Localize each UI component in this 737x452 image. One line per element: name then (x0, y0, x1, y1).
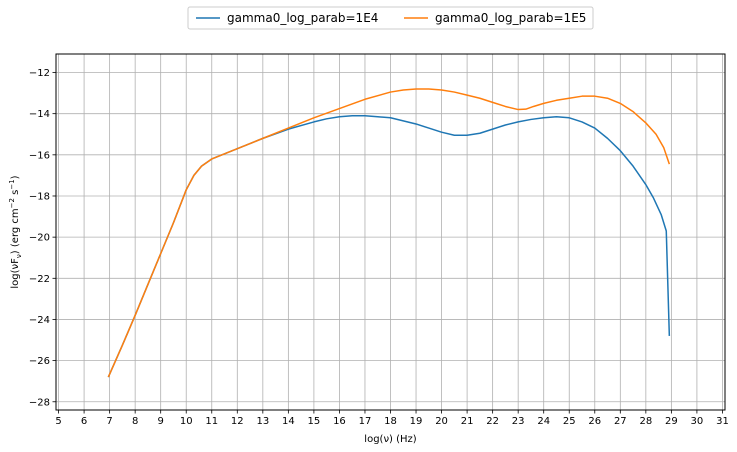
y-tick-label: −26 (29, 356, 50, 367)
x-tick-label: 21 (461, 416, 474, 427)
x-tick-label: 20 (435, 416, 448, 427)
x-tick-label: 25 (563, 416, 576, 427)
x-tick-label: 5 (55, 416, 61, 427)
y-tick-label: −12 (29, 68, 50, 79)
legend-label-1e5: gamma0_log_parab=1E5 (435, 11, 586, 25)
x-tick-label: 9 (158, 416, 164, 427)
y-tick-label: −14 (29, 109, 50, 120)
y-axis-label-exp2: −1 (8, 179, 16, 189)
x-tick-label: 18 (384, 416, 397, 427)
x-tick-label: 7 (106, 416, 112, 427)
legend: gamma0_log_parab=1E4 gamma0_log_parab=1E… (187, 6, 594, 30)
y-axis-ticks: −28 −26 −24 −22 −20 −18 −16 −14 −12 (29, 68, 56, 408)
x-tick-label: 29 (665, 416, 678, 427)
x-tick-label: 26 (588, 416, 601, 427)
y-tick-label: −22 (29, 274, 50, 285)
y-tick-label: −24 (29, 315, 50, 326)
x-axis-ticks: 5 6 7 8 9 10 11 12 13 14 15 16 17 18 19 20 21 22 23 24 25 26 2… (55, 410, 729, 427)
y-axis-label-s: s (10, 190, 21, 198)
y-tick-label: −18 (29, 191, 50, 202)
x-tick-label: 30 (691, 416, 704, 427)
series-lines (107, 88, 671, 378)
y-axis-label-sub: ν (15, 254, 23, 258)
y-tick-label: −16 (29, 150, 50, 161)
x-tick-label: 31 (716, 416, 729, 427)
legend-box (187, 6, 594, 30)
x-tick-label: 10 (180, 416, 193, 427)
legend-label-1e4: gamma0_log_parab=1E4 (227, 11, 378, 25)
x-tick-label: 14 (282, 416, 295, 427)
series-line-1 (107, 88, 671, 378)
y-axis-label-main: log(νF (10, 258, 21, 289)
x-tick-label: 6 (81, 416, 87, 427)
y-axis-label: log(νFν) (erg cm−2 s−1) (8, 175, 23, 288)
y-axis-label-units: ) (erg cm (10, 208, 21, 254)
x-tick-label: 8 (132, 416, 138, 427)
x-tick-label: 23 (512, 416, 525, 427)
x-tick-label: 16 (333, 416, 346, 427)
x-tick-label: 22 (486, 416, 499, 427)
y-axis-label-exp1: −2 (8, 198, 16, 208)
x-tick-label: 27 (614, 416, 627, 427)
x-tick-label: 24 (537, 416, 550, 427)
x-tick-label: 11 (205, 416, 218, 427)
x-tick-label: 15 (308, 416, 321, 427)
y-tick-label: −28 (29, 397, 50, 408)
y-axis-label-close: ) (10, 175, 21, 179)
x-tick-label: 28 (639, 416, 652, 427)
x-tick-label: 17 (359, 416, 372, 427)
x-axis-label: log(ν) (Hz) (364, 434, 416, 445)
y-tick-label: −20 (29, 233, 50, 244)
x-tick-label: 19 (410, 416, 423, 427)
x-tick-label: 12 (231, 416, 244, 427)
x-tick-label: 13 (256, 416, 269, 427)
grid-lines (56, 54, 725, 410)
